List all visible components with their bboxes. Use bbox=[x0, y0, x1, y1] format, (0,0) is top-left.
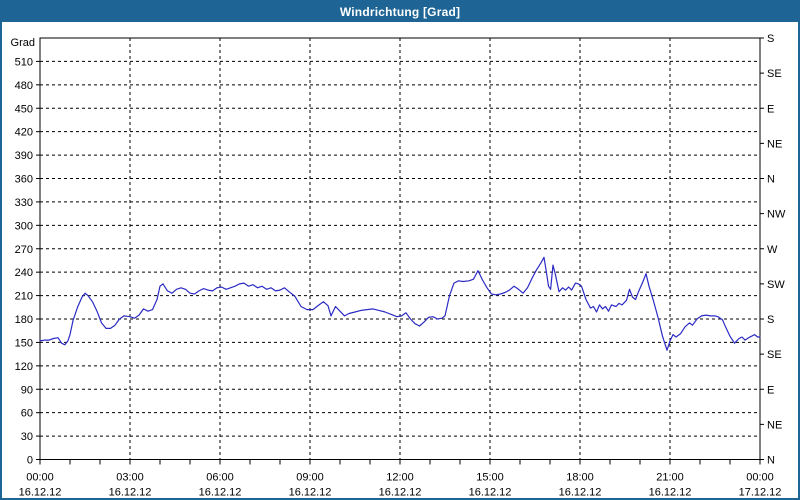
x-axis-date-label: 16.12.12 bbox=[469, 487, 512, 499]
gridlines bbox=[40, 38, 760, 460]
axes bbox=[36, 37, 764, 465]
y-axis-tick-label: 210 bbox=[15, 291, 33, 303]
x-axis-date-label: 16.12.12 bbox=[109, 487, 152, 499]
x-axis-time-label: 18:00 bbox=[566, 472, 594, 484]
y-axis-tick-label: 270 bbox=[15, 244, 33, 256]
x-axis-time-label: 03:00 bbox=[116, 472, 144, 484]
x-axis-time-label: 12:00 bbox=[386, 472, 414, 484]
y-axis-tick-label: 300 bbox=[15, 220, 33, 232]
window-title: Windrichtung [Grad] bbox=[339, 5, 461, 19]
compass-tick-label: N bbox=[767, 455, 775, 467]
x-axis-time-label: 06:00 bbox=[206, 472, 234, 484]
x-axis-date-label: 17.12.12 bbox=[739, 487, 782, 499]
x-axis-date-label: 16.12.12 bbox=[379, 487, 422, 499]
x-axis-date-label: 16.12.12 bbox=[559, 487, 602, 499]
compass-tick-label: SE bbox=[767, 68, 782, 80]
compass-tick-label: S bbox=[767, 314, 774, 326]
x-axis-date-label: 16.12.12 bbox=[649, 487, 692, 499]
x-axis-time-label: 00:00 bbox=[26, 472, 54, 484]
wind-direction-chart: 0 30 60 90 120 150 180 210 240 270 300 330 360 390 420… bbox=[11, 33, 786, 499]
compass-tick-label: NE bbox=[767, 419, 782, 431]
window-titlebar: Windrichtung [Grad] bbox=[2, 2, 798, 22]
y-axis-tick-label: 330 bbox=[15, 197, 33, 209]
wind-direction-line bbox=[39, 256, 761, 351]
compass-tick-label: E bbox=[767, 384, 774, 396]
x-axis-time-label: 15:00 bbox=[476, 472, 504, 484]
x-axis-time-label: 00:00 bbox=[746, 472, 774, 484]
x-axis-time-label: 09:00 bbox=[296, 472, 324, 484]
x-axis-date-label: 16.12.12 bbox=[199, 487, 242, 499]
y-axis-tick-label: 120 bbox=[15, 361, 33, 373]
y-axis-tick-label: 480 bbox=[15, 80, 33, 92]
y-axis-title: Grad bbox=[11, 37, 35, 49]
compass-tick-label: N bbox=[767, 174, 775, 186]
y-axis-tick-label: 360 bbox=[15, 174, 33, 186]
compass-tick-label: W bbox=[767, 244, 778, 256]
y-axis-tick-label: 450 bbox=[15, 103, 33, 115]
x-axis-date-label: 16.12.12 bbox=[289, 487, 332, 499]
y-axis-tick-label: 150 bbox=[15, 337, 33, 349]
x-axis-date-label: 16.12.12 bbox=[19, 487, 62, 499]
y-axis-tick-label: 30 bbox=[21, 431, 33, 443]
compass-tick-label: SW bbox=[767, 279, 785, 291]
y-axis-tick-label: 510 bbox=[15, 56, 33, 68]
x-axis-time-label: 21:00 bbox=[656, 472, 684, 484]
y-axis-tick-label: 180 bbox=[15, 314, 33, 326]
y-axis-tick-label: 420 bbox=[15, 127, 33, 139]
compass-tick-label: E bbox=[767, 103, 774, 115]
compass-tick-label: NE bbox=[767, 138, 782, 150]
compass-tick-label: SE bbox=[767, 349, 782, 361]
y-axis-tick-label: 240 bbox=[15, 267, 33, 279]
y-axis-tick-label: 0 bbox=[27, 455, 33, 467]
compass-tick-label: S bbox=[767, 33, 774, 45]
y-axis-tick-label: 390 bbox=[15, 150, 33, 162]
compass-tick-label: NW bbox=[767, 209, 786, 221]
y-axis-tick-label: 90 bbox=[21, 384, 33, 396]
y-axis-tick-label: 60 bbox=[21, 408, 33, 420]
